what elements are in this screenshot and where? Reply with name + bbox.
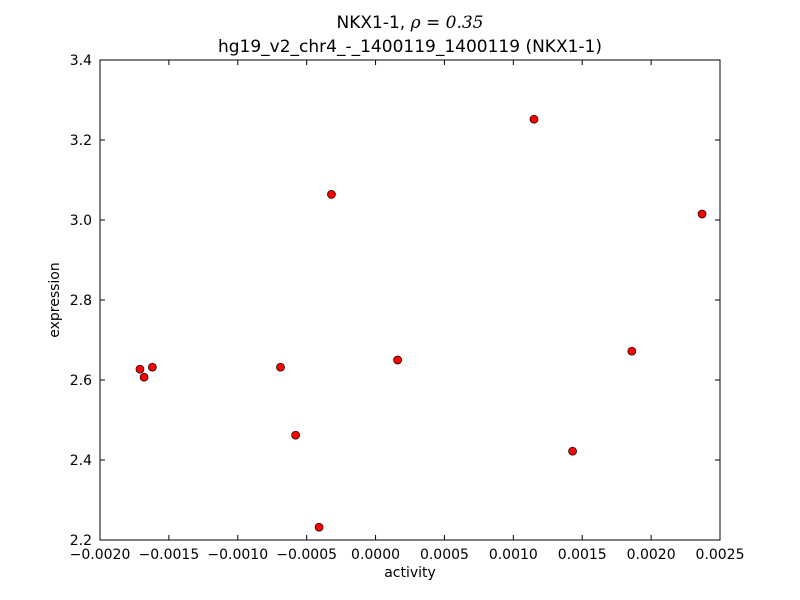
x-tick-label: −0.0005 [276, 547, 337, 563]
chart-title-rho: ρ = 0.35 [410, 13, 484, 33]
data-point [276, 362, 285, 372]
x-tick-label: 0.0025 [696, 547, 745, 563]
data-point [393, 355, 402, 365]
x-tick-label: −0.0015 [139, 547, 200, 563]
y-axis-label: expression [47, 262, 63, 338]
data-point [135, 364, 145, 374]
plot-area [99, 59, 721, 541]
x-tick-label: −0.0010 [207, 547, 268, 563]
y-tick-label: 3.2 [70, 133, 92, 149]
x-tick-label: 0.0015 [558, 547, 607, 563]
data-point [327, 190, 336, 199]
data-point [529, 114, 539, 124]
chart-subtitle: hg19_v2_chr4_-_1400119_1400119 (NKX1-1) [218, 37, 602, 57]
x-tick-label: 0.0000 [351, 547, 400, 563]
data-point [139, 372, 149, 382]
data-point [568, 446, 577, 456]
x-tick-label: 0.0020 [627, 547, 676, 563]
data-point [314, 522, 324, 532]
x-tick-label: 0.0005 [420, 547, 469, 563]
y-tick-label: 2.2 [70, 533, 92, 549]
data-points [135, 114, 707, 532]
y-tick-label: 2.6 [70, 373, 92, 389]
x-axis-label: activity [384, 565, 436, 581]
data-point [148, 362, 157, 372]
y-tick-label: 2.4 [70, 453, 92, 469]
axis-ticks: −0.0020 −0.0015 −0.0010 −0.0005 0.0000 0.0005… [70, 53, 745, 563]
data-point [627, 346, 637, 356]
chart-title-gene: NKX1-1, [337, 13, 411, 33]
y-tick-label: 3.4 [70, 53, 92, 69]
data-point [291, 430, 300, 440]
y-tick-label: 3.0 [70, 213, 92, 229]
data-point [697, 209, 707, 219]
x-tick-label: −0.0020 [70, 547, 131, 563]
x-tick-label: 0.0010 [489, 547, 538, 563]
y-tick-label: 2.8 [70, 293, 92, 309]
chart-title-line1: NKX1-1, ρ = 0.35 [337, 13, 484, 33]
